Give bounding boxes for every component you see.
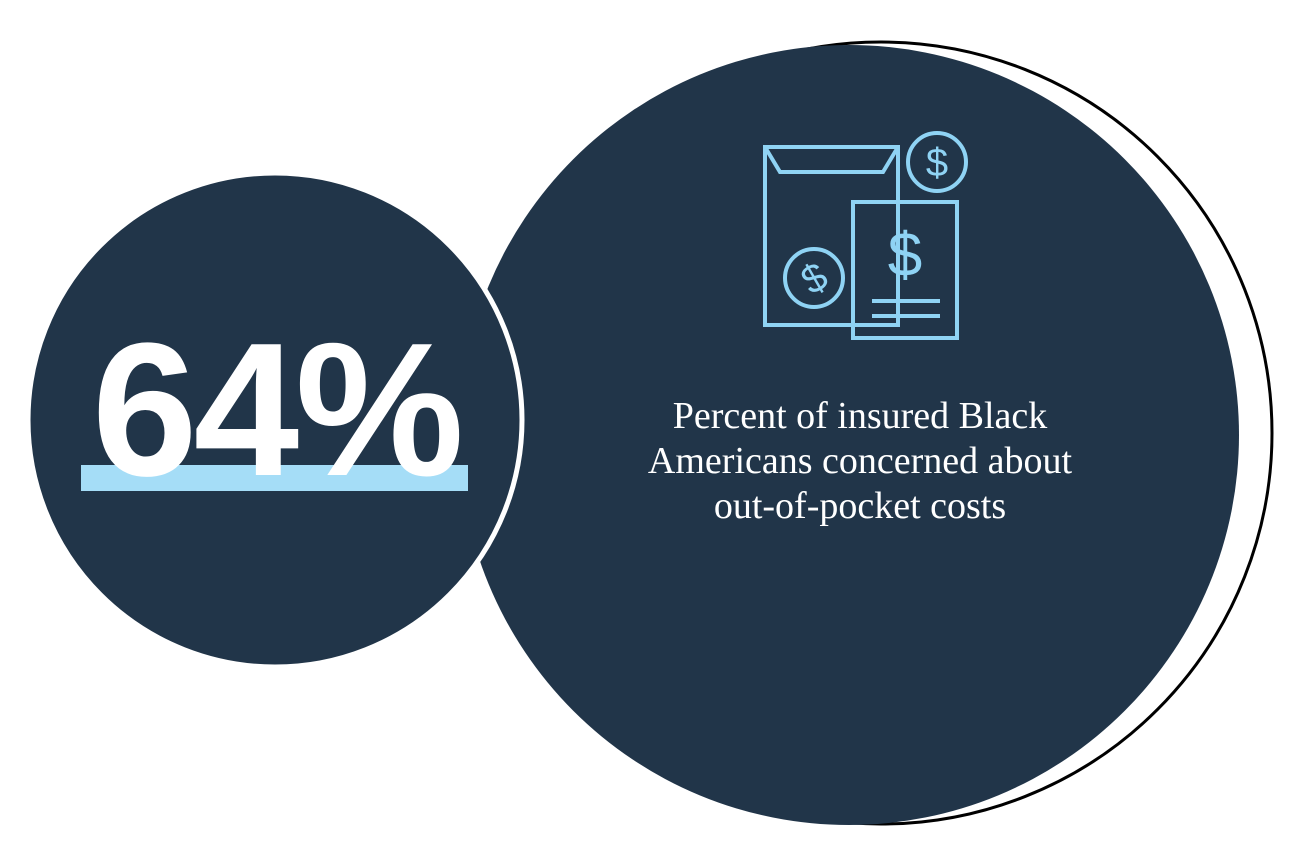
highlight-bar xyxy=(81,465,468,491)
statistic: 64% xyxy=(92,304,460,516)
description-line: Americans concerned about xyxy=(648,440,1073,482)
coin xyxy=(906,131,968,193)
envelope xyxy=(763,145,900,327)
description-line: Percent of insured Black xyxy=(673,395,1048,437)
document xyxy=(851,200,959,340)
envelope-flap xyxy=(763,145,900,174)
large-circle xyxy=(459,45,1239,825)
document-symbol: $ xyxy=(888,221,922,290)
coin xyxy=(783,247,845,309)
small-circle xyxy=(25,170,525,670)
coin-symbol: $ xyxy=(926,141,948,185)
description-line: out-of-pocket costs xyxy=(714,485,1006,527)
